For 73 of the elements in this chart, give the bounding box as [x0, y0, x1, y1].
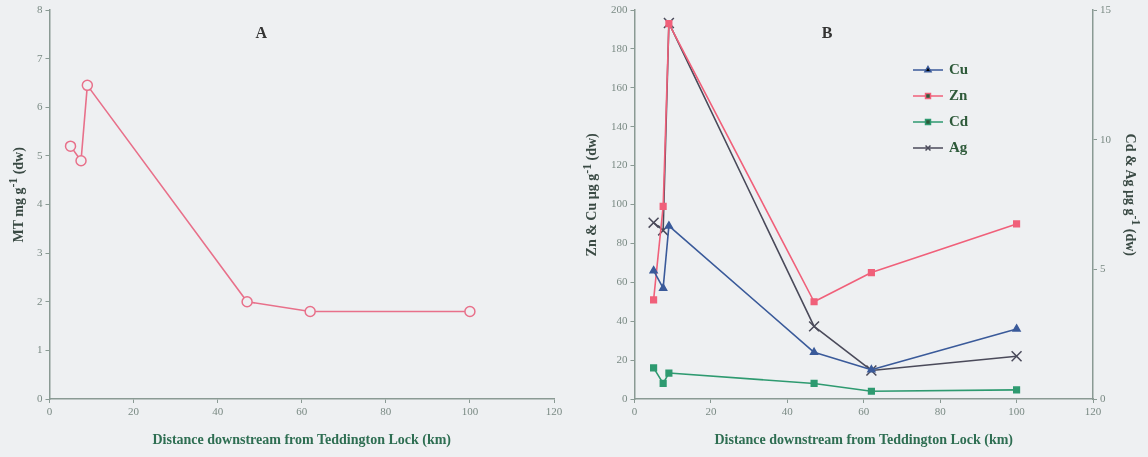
y-tick-label: 0 — [622, 391, 628, 404]
point — [657, 224, 669, 237]
legend-label: Cd — [949, 112, 969, 129]
point — [81, 79, 94, 92]
x-axis-title: Distance downstream from Teddington Lock (km) — [152, 432, 452, 449]
point — [810, 298, 818, 306]
point — [810, 379, 818, 388]
y-tick-label: 60 — [616, 275, 628, 288]
y-tick-label: 3 — [37, 246, 43, 259]
point — [867, 269, 875, 277]
legend-label: Zn — [949, 86, 968, 103]
text: B — [821, 24, 833, 42]
point — [647, 216, 660, 229]
x-tick-label: 0 — [631, 405, 638, 418]
point — [304, 305, 316, 318]
y-tick-label: 100 — [611, 197, 628, 210]
x-tick-label: 120 — [545, 405, 563, 418]
y-tick-label: 8 — [37, 2, 43, 15]
x-tick-label: 0 — [46, 405, 53, 418]
y-tick-label: 180 — [611, 41, 628, 54]
point — [649, 265, 658, 274]
y-tick-label: 7 — [37, 51, 43, 64]
y-tick-label: 160 — [611, 80, 628, 93]
point — [809, 347, 819, 356]
x-tick-label: 20 — [128, 405, 140, 418]
point — [658, 283, 668, 291]
point — [808, 320, 820, 333]
y-tick-label: 2 — [37, 294, 43, 307]
legend-label: Ag — [949, 138, 968, 155]
y-tick-label: 4 — [37, 197, 43, 210]
y-tick-label: 20 — [616, 352, 628, 365]
point — [1013, 386, 1021, 394]
y2-tick-label: 10 — [1100, 132, 1112, 145]
x-tick-label: 60 — [858, 405, 870, 418]
point — [659, 202, 667, 211]
point — [241, 296, 253, 308]
point — [664, 221, 674, 229]
point — [1013, 220, 1021, 228]
y-tick-label: 1 — [37, 343, 43, 356]
y2-tick-label: 5 — [1100, 262, 1106, 275]
point — [1012, 324, 1021, 332]
x-tick-label: 40 — [212, 405, 224, 418]
y-tick-label: 40 — [616, 314, 628, 327]
point — [75, 154, 87, 167]
x-tick-label: 120 — [1084, 405, 1102, 418]
y-tick-label: 6 — [37, 100, 43, 113]
y-tick-label: 80 — [616, 236, 628, 249]
legend-label: Cu — [949, 60, 969, 77]
text: A — [255, 24, 268, 42]
point — [650, 296, 658, 304]
y-tick-label: 200 — [611, 2, 628, 15]
x-tick-label: 100 — [461, 405, 479, 418]
x-tick-label: 20 — [705, 405, 717, 418]
point — [650, 364, 658, 372]
point — [867, 365, 876, 373]
point — [867, 387, 875, 395]
x-tick-label: 80 — [380, 405, 392, 418]
y2-tick-label: 15 — [1100, 2, 1112, 15]
point — [1010, 350, 1023, 362]
point — [464, 305, 476, 318]
x-axis-title: Distance downstream from Teddington Lock (km) — [714, 432, 1014, 449]
y-tick-label: 120 — [611, 158, 628, 171]
y-tick-label: 0 — [37, 391, 43, 404]
y-tick-label: 140 — [611, 119, 628, 132]
x-tick-label: 40 — [781, 405, 794, 418]
y-tick-label: 5 — [37, 148, 43, 161]
point — [659, 379, 667, 388]
x-tick-label: 80 — [934, 405, 947, 418]
point — [665, 369, 673, 377]
x-tick-label: 100 — [1008, 405, 1026, 418]
point — [64, 140, 77, 152]
x-tick-label: 60 — [296, 405, 308, 418]
y2-tick-label: 0 — [1100, 391, 1106, 404]
